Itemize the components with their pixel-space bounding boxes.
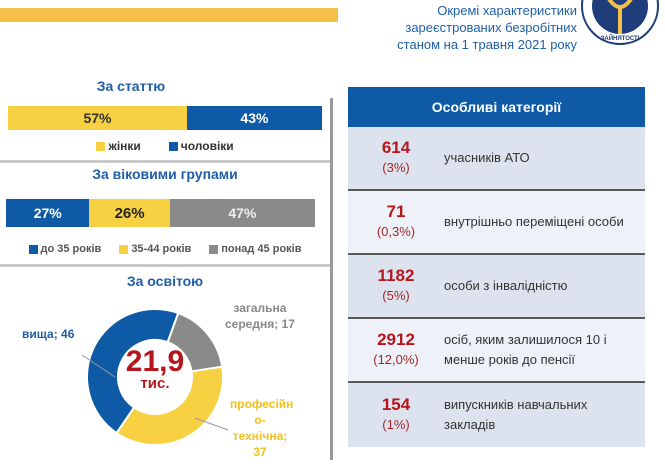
vertical-divider bbox=[330, 98, 333, 460]
education-title: За освітою bbox=[126, 273, 204, 289]
donut-slice bbox=[115, 365, 224, 446]
gender-legend: жінки чоловіки bbox=[0, 139, 330, 153]
divider bbox=[0, 264, 330, 267]
age-bar: 27% 26% 47% bbox=[6, 199, 315, 227]
age-segment-35-44: 26% bbox=[89, 199, 170, 227]
title-line: зареєстрованих безробітних bbox=[405, 20, 577, 35]
gender-title: За статтю bbox=[96, 78, 166, 94]
legend-item: жінки bbox=[96, 139, 141, 153]
top-accent-bar bbox=[0, 8, 338, 22]
title-line: Окремі характеристики bbox=[437, 3, 577, 18]
donut-slice bbox=[166, 311, 224, 373]
legend-item: понад 45 років bbox=[209, 243, 301, 255]
panel-header: Особливі категорії bbox=[348, 87, 645, 127]
gender-segment-men: 43% bbox=[186, 106, 322, 130]
divider bbox=[0, 160, 330, 163]
category-row: 71 (0,3%) внутрішньо переміщені особи bbox=[348, 191, 645, 255]
svg-text:ЗАЙНЯТОСТІ: ЗАЙНЯТОСТІ bbox=[601, 34, 640, 42]
category-row: 1182 (5%) особи з інвалідністю bbox=[348, 255, 645, 319]
donut-slice bbox=[86, 308, 180, 435]
legend-item: до 35 років bbox=[28, 243, 101, 255]
category-row: 614 (3%) учасників АТО bbox=[348, 127, 645, 191]
legend-item: чоловіки bbox=[168, 139, 234, 153]
employment-service-logo: ЗАЙНЯТОСТІ bbox=[581, 0, 659, 45]
education-donut-chart bbox=[81, 308, 229, 446]
age-title: За віковими групами bbox=[92, 166, 238, 182]
age-segment-over45: 47% bbox=[169, 199, 315, 227]
page-title: Окремі характеристики зареєстрованих без… bbox=[317, 2, 577, 53]
gender-bar: 57% 43% bbox=[8, 106, 322, 130]
special-categories-panel: Особливі категорії 614 (3%) учасників АТО … bbox=[348, 87, 645, 447]
category-row: 154 (1%) випускників навчальних закладів bbox=[348, 383, 645, 447]
age-segment-under35: 27% bbox=[6, 199, 90, 227]
category-row: 2912 (12,0%) осіб, яким залишилося 10 і ме… bbox=[348, 319, 645, 383]
gender-segment-women: 57% bbox=[8, 106, 187, 130]
title-line: станом на 1 травня 2021 року bbox=[397, 37, 577, 52]
legend-item: 35-44 років bbox=[119, 243, 191, 255]
age-legend: до 35 років 35-44 років понад 45 років bbox=[0, 243, 330, 255]
